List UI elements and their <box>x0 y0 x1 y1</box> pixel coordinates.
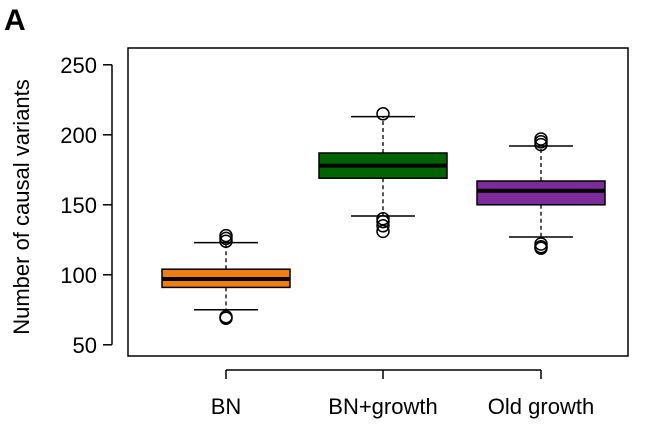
y-axis-title: Number of causal variants <box>9 79 34 335</box>
outlier-point <box>376 107 390 121</box>
box-old-growth <box>476 180 606 206</box>
outlier-point <box>219 234 233 248</box>
x-axis: BN BN+growth Old growth <box>211 369 594 419</box>
y-tick-label: 250 <box>60 53 97 78</box>
y-axis: 50 100 150 200 250 <box>60 53 113 358</box>
outlier-point <box>376 219 390 233</box>
y-tick-label: 150 <box>60 193 97 218</box>
y-tick-label: 200 <box>60 123 97 148</box>
panel-label: A <box>4 4 26 37</box>
outlier-point <box>219 311 233 325</box>
outlier-point <box>534 137 548 152</box>
outlier-point <box>376 224 390 239</box>
plot-frame <box>127 47 629 357</box>
y-tick-label: 50 <box>73 333 97 358</box>
outlier-point <box>534 241 548 255</box>
x-tick-label: BN <box>211 394 242 419</box>
x-tick-label: Old growth <box>488 394 594 419</box>
x-tick-label: BN+growth <box>328 394 437 419</box>
boxes-group <box>161 107 606 325</box>
y-tick-label: 100 <box>60 263 97 288</box>
outlier-point <box>376 214 390 229</box>
